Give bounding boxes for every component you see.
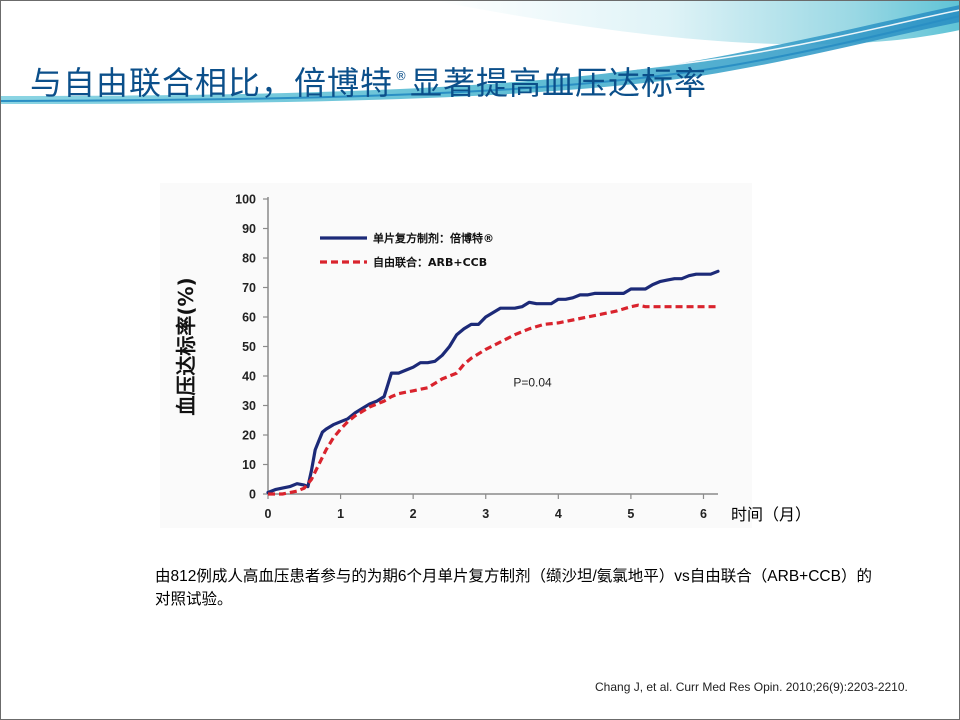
y-tick-label: 90 bbox=[242, 222, 256, 236]
y-axis-label: 血压达标率(%) bbox=[174, 277, 198, 415]
y-tick-label: 20 bbox=[242, 429, 256, 443]
slide-title-tail: 显著提高血压达标率 bbox=[410, 64, 708, 102]
legend-label-1: 单片复方制剂：倍博特® bbox=[373, 231, 494, 245]
x-tick-label: 5 bbox=[627, 507, 634, 521]
slide-title: 与自由联合相比，倍博特 ®显著提高血压达标率 bbox=[30, 58, 707, 104]
x-tick-label: 0 bbox=[265, 507, 272, 521]
y-tick-label: 30 bbox=[242, 399, 256, 413]
y-tick-label: 10 bbox=[242, 458, 256, 472]
x-axis-unit-label: 时间（月） bbox=[731, 507, 812, 524]
p-value-annotation: P=0.04 bbox=[513, 375, 552, 389]
y-tick-label: 60 bbox=[242, 311, 256, 325]
y-tick-label: 80 bbox=[242, 252, 256, 266]
y-tick-label: 70 bbox=[242, 281, 256, 295]
registered-mark: ® bbox=[395, 69, 409, 83]
x-tick-label: 2 bbox=[410, 507, 417, 521]
y-tick-label: 0 bbox=[249, 488, 256, 502]
header-wave-decoration bbox=[0, 0, 960, 104]
y-tick-label: 50 bbox=[242, 340, 256, 354]
bp-control-rate-chart: 0 10 20 30 40 50 60 70 80 90 100 0 1 2 3 4 5 6 血压达标率(%) 单片复… bbox=[174, 193, 720, 521]
series-line-1 bbox=[266, 269, 720, 495]
legend-label-2: 自由联合：ARB+CCB bbox=[373, 255, 487, 269]
slide-title-main: 与自由联合相比，倍博特 bbox=[30, 64, 394, 102]
x-tick-label: 3 bbox=[482, 507, 489, 521]
citation-reference: Chang J, et al. Curr Med Res Opin. 2010;… bbox=[595, 680, 908, 694]
series-line-2 bbox=[268, 303, 718, 496]
study-caption: 由812例成人高血压患者参与的为期6个月单片复方制剂（缬沙坦/氨氯地平）vs自由… bbox=[155, 568, 872, 608]
x-tick-label: 4 bbox=[555, 507, 562, 521]
x-tick-label: 6 bbox=[700, 507, 707, 521]
y-tick-label: 40 bbox=[242, 370, 256, 384]
y-tick-label: 100 bbox=[235, 193, 256, 207]
x-tick-label: 1 bbox=[337, 507, 344, 521]
chart-panel: 0 10 20 30 40 50 60 70 80 90 100 0 1 2 3 4 5 6 血压达标率(%) 单片复… bbox=[160, 183, 752, 528]
